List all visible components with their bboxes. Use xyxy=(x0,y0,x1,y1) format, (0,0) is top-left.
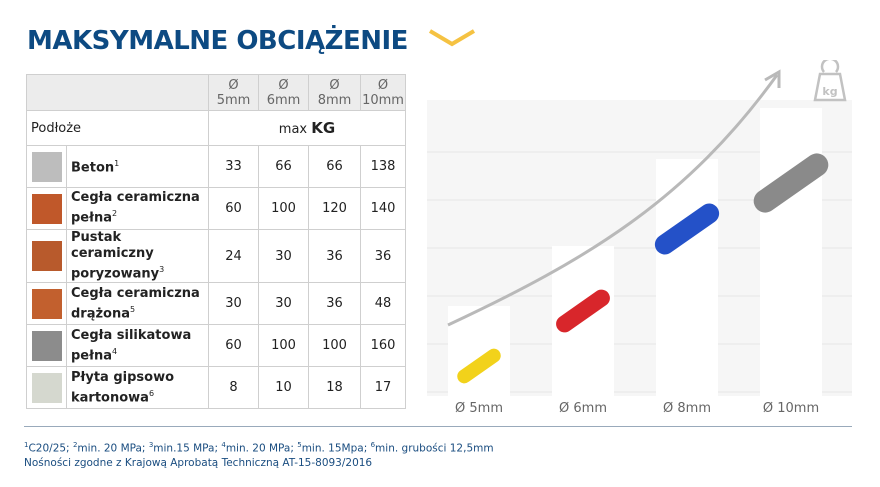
table-row: Pustak ceramiczny poryzowany3 24 30 36 36 xyxy=(26,228,406,284)
row-header: Podłoże xyxy=(26,110,209,146)
load-value: 100 xyxy=(258,324,309,368)
weight-icon xyxy=(813,60,847,102)
col-header: Ø 5mm xyxy=(208,74,259,111)
load-value: 24 xyxy=(208,228,259,284)
table-row: Cegła ceramiczna pełna2 60 100 120 140 xyxy=(26,187,406,230)
material-name: Cegła ceramiczna drążona5 xyxy=(66,282,209,326)
arrow-head-icon xyxy=(764,69,781,88)
load-value: 60 xyxy=(208,324,259,368)
load-value: 18 xyxy=(308,366,361,410)
material-name: Cegła ceramiczna pełna2 xyxy=(66,187,209,230)
load-table: Ø 5mm Ø 6mm Ø 8mm Ø 10mm Podłoże max KG Beto… xyxy=(26,74,406,410)
load-value: 138 xyxy=(360,145,406,188)
col-header: Ø 10mm xyxy=(360,74,406,111)
load-value: 66 xyxy=(308,145,361,188)
page-title: MAKSYMALNE OBCIĄŻENIE xyxy=(27,26,408,56)
col-header: Ø 8mm xyxy=(308,74,361,111)
load-illustration: Ø 5mm Ø 6mm Ø 8mm Ø 10mm kg xyxy=(427,60,852,416)
load-value: 100 xyxy=(308,324,361,368)
load-value: 33 xyxy=(208,145,259,188)
material-swatch xyxy=(26,228,67,284)
size-label: Ø 10mm xyxy=(763,401,819,416)
material-swatch xyxy=(26,324,67,368)
load-value: 160 xyxy=(360,324,406,368)
load-value: 30 xyxy=(258,282,309,326)
load-value: 48 xyxy=(360,282,406,326)
table-row: Beton1 33 66 66 138 xyxy=(26,145,406,188)
load-value: 100 xyxy=(258,187,309,230)
material-swatch xyxy=(26,187,67,230)
footnote-approval: Nośności zgodne z Krajową Aprobatą Techn… xyxy=(24,456,373,469)
load-value: 36 xyxy=(308,228,361,284)
load-value: 60 xyxy=(208,187,259,230)
footnote-conditions: 1C20/25; 2min. 20 MPa; 3min.15 MPa; 4min… xyxy=(24,441,494,455)
load-value: 140 xyxy=(360,187,406,230)
load-value: 36 xyxy=(308,282,361,326)
wall-plug-icon xyxy=(654,203,720,255)
load-value: 30 xyxy=(208,282,259,326)
wall-plug-icon xyxy=(457,348,501,384)
material-swatch xyxy=(26,145,67,188)
growth-arrow xyxy=(447,74,779,327)
load-value: 66 xyxy=(258,145,309,188)
size-bar xyxy=(656,159,718,396)
load-value: 120 xyxy=(308,187,361,230)
material-name: Beton1 xyxy=(66,145,209,188)
material-name: Płyta gipsowo kartonowa6 xyxy=(66,366,209,410)
material-swatch xyxy=(26,282,67,326)
load-value: 8 xyxy=(208,366,259,410)
load-value: 17 xyxy=(360,366,406,410)
unit-header: max KG xyxy=(208,110,406,146)
material-name: Cegła silikatowa pełna4 xyxy=(66,324,209,368)
weight-icon-text: kg xyxy=(822,85,837,98)
load-value: 10 xyxy=(258,366,309,410)
table-row: Cegła silikatowa pełna4 60 100 100 160 xyxy=(26,324,406,368)
material-name: Pustak ceramiczny poryzowany3 xyxy=(66,228,209,284)
size-label: Ø 6mm xyxy=(559,401,607,416)
col-header: Ø 6mm xyxy=(258,74,309,111)
size-label: Ø 8mm xyxy=(663,401,711,416)
size-label: Ø 5mm xyxy=(455,401,503,416)
table-row: Płyta gipsowo kartonowa6 8 10 18 17 xyxy=(26,366,406,410)
chevron-down-icon xyxy=(428,29,476,47)
wall-plug-icon xyxy=(556,289,610,333)
wall-plug-icon xyxy=(753,153,829,213)
material-swatch xyxy=(26,366,67,410)
header-blank xyxy=(26,74,209,111)
table-row: Cegła ceramiczna drążona5 30 30 36 48 xyxy=(26,282,406,326)
load-value: 30 xyxy=(258,228,309,284)
size-bar xyxy=(760,108,822,396)
footnotes: 1C20/25; 2min. 20 MPa; 3min.15 MPa; 4min… xyxy=(24,426,852,470)
load-value: 36 xyxy=(360,228,406,284)
